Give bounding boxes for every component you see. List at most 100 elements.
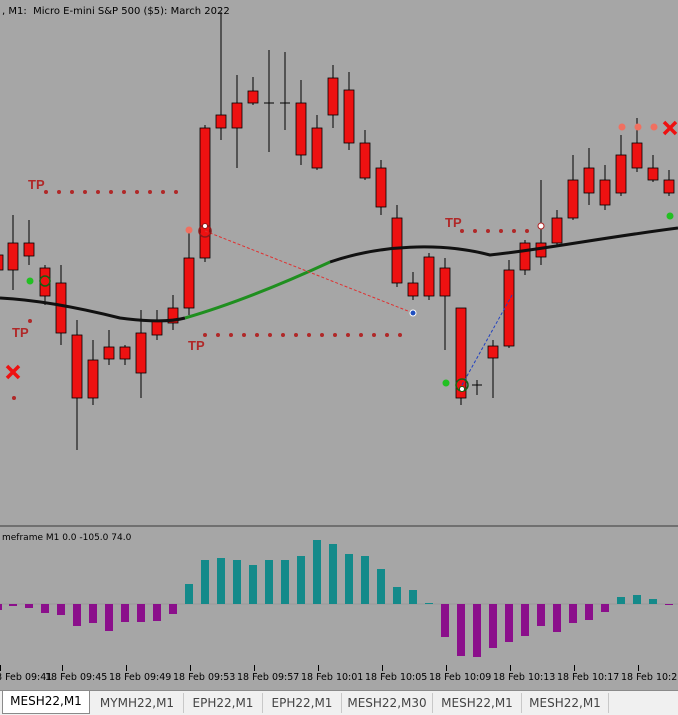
tp-dot	[307, 333, 311, 337]
time-label: 18 Feb 09:49	[109, 672, 172, 683]
tab-eph22-m1[interactable]: EPH22,M1	[184, 693, 263, 713]
time-tick	[190, 665, 191, 671]
exit-marker	[409, 309, 417, 317]
tp-dot	[255, 333, 259, 337]
histogram-bar-positive	[233, 560, 241, 604]
price-chart[interactable]: TP TP TP TP	[0, 0, 678, 525]
candle-bear	[327, 77, 339, 116]
histogram-bar-negative	[457, 604, 465, 656]
tp-dot	[460, 229, 464, 233]
histogram-bar-positive	[329, 544, 337, 604]
histogram-bar-negative	[9, 604, 17, 606]
candle-bear	[295, 102, 307, 156]
histogram-bar-negative	[73, 604, 81, 626]
chart-title: , M1: Micro E-mini S&P 500 ($5): March 2…	[2, 6, 230, 17]
candle-bear	[151, 320, 163, 336]
signal-dot	[185, 226, 193, 234]
indicator-histogram[interactable]	[0, 527, 678, 665]
candle-bear	[375, 167, 387, 208]
time-tick	[254, 665, 255, 671]
subwindow-separator[interactable]	[0, 525, 678, 527]
trade-line	[204, 230, 414, 314]
candle-bear	[215, 114, 227, 129]
time-tick	[446, 665, 447, 671]
histogram-bar-negative	[121, 604, 129, 622]
histogram-bar-negative	[25, 604, 33, 608]
tab-mesh22-m30[interactable]: MESH22,M30	[342, 693, 433, 713]
tp-dot	[203, 333, 207, 337]
tp-dot	[499, 229, 503, 233]
time-tick	[638, 665, 639, 671]
tp-dot	[346, 333, 350, 337]
tab-mesh22-m1[interactable]: MESH22,M1	[2, 691, 90, 714]
time-tick	[382, 665, 383, 671]
candle-bear	[631, 142, 643, 169]
stop-dot	[618, 123, 626, 131]
candle-bear	[199, 127, 211, 259]
histogram-bar-negative	[521, 604, 529, 636]
moving-average-line-rising	[184, 260, 331, 320]
tab-mymh22-m1[interactable]: MYMH22,M1	[91, 693, 184, 713]
tab-mesh22-m1-3[interactable]: MESH22,M1	[522, 693, 609, 713]
histogram-bar-negative	[601, 604, 609, 612]
histogram-bar-positive	[313, 540, 321, 604]
histogram-bar-negative	[169, 604, 177, 614]
histogram-bar-positive	[361, 556, 369, 604]
time-label: 18 Feb 10:13	[493, 672, 556, 683]
tp-dot	[372, 333, 376, 337]
time-label: 18 Feb 10:09	[429, 672, 492, 683]
time-tick	[318, 665, 319, 671]
tp-dot	[229, 333, 233, 337]
tab-mesh22-m1-2[interactable]: MESH22,M1	[433, 693, 522, 713]
tp-dot	[473, 229, 477, 233]
candle-bear	[359, 142, 371, 179]
time-label: 18 Feb 09:45	[45, 672, 108, 683]
time-label: 18 Feb 09:53	[173, 672, 236, 683]
tp-label: TP	[28, 177, 45, 192]
histogram-bar-positive	[249, 565, 257, 604]
histogram-bar-negative	[489, 604, 497, 648]
histogram-bar-positive	[345, 554, 353, 604]
candle-bear	[551, 217, 563, 244]
signal-dot-green	[442, 379, 450, 387]
moving-average-line	[0, 296, 186, 323]
candle-bear	[663, 179, 675, 194]
time-label: 18 Feb 10:21	[621, 672, 678, 683]
candle-bear	[87, 359, 99, 399]
candle-bear	[423, 256, 435, 297]
histogram-bar-positive	[217, 558, 225, 604]
histogram-bar-negative	[585, 604, 593, 620]
histogram-bar-positive	[281, 560, 289, 604]
candle-bear	[119, 346, 131, 360]
time-tick	[0, 665, 1, 671]
histogram-bar-negative	[569, 604, 577, 623]
histogram-bar-negative	[41, 604, 49, 613]
histogram-bar-negative	[89, 604, 97, 623]
tp-dot	[242, 333, 246, 337]
histogram-bar-positive	[377, 569, 385, 604]
candle-bear	[503, 269, 515, 347]
tp-dot	[96, 190, 100, 194]
signal-dot-green	[666, 212, 674, 220]
tp-label: TP	[445, 215, 462, 230]
entry-marker	[459, 386, 465, 392]
candle-bear	[23, 242, 35, 257]
candle-bear	[55, 282, 67, 334]
tp-dot	[28, 319, 32, 323]
tp-dot	[174, 190, 178, 194]
tab-eph22-m1-2[interactable]: EPH22,M1	[263, 693, 342, 713]
histogram-bar-positive	[297, 556, 305, 604]
tp-dot	[122, 190, 126, 194]
histogram-bar-positive	[649, 599, 657, 604]
tp-dot	[385, 333, 389, 337]
histogram-bar-negative	[553, 604, 561, 632]
tp-dot	[148, 190, 152, 194]
signal-circle	[39, 275, 51, 287]
histogram-bar-negative	[57, 604, 65, 615]
histogram-bar-negative	[137, 604, 145, 622]
tp-dot	[57, 190, 61, 194]
candle-bear	[183, 257, 195, 309]
tp-label: TP	[188, 338, 205, 353]
histogram-bar-positive	[393, 587, 401, 604]
histogram-bar-negative	[505, 604, 513, 642]
